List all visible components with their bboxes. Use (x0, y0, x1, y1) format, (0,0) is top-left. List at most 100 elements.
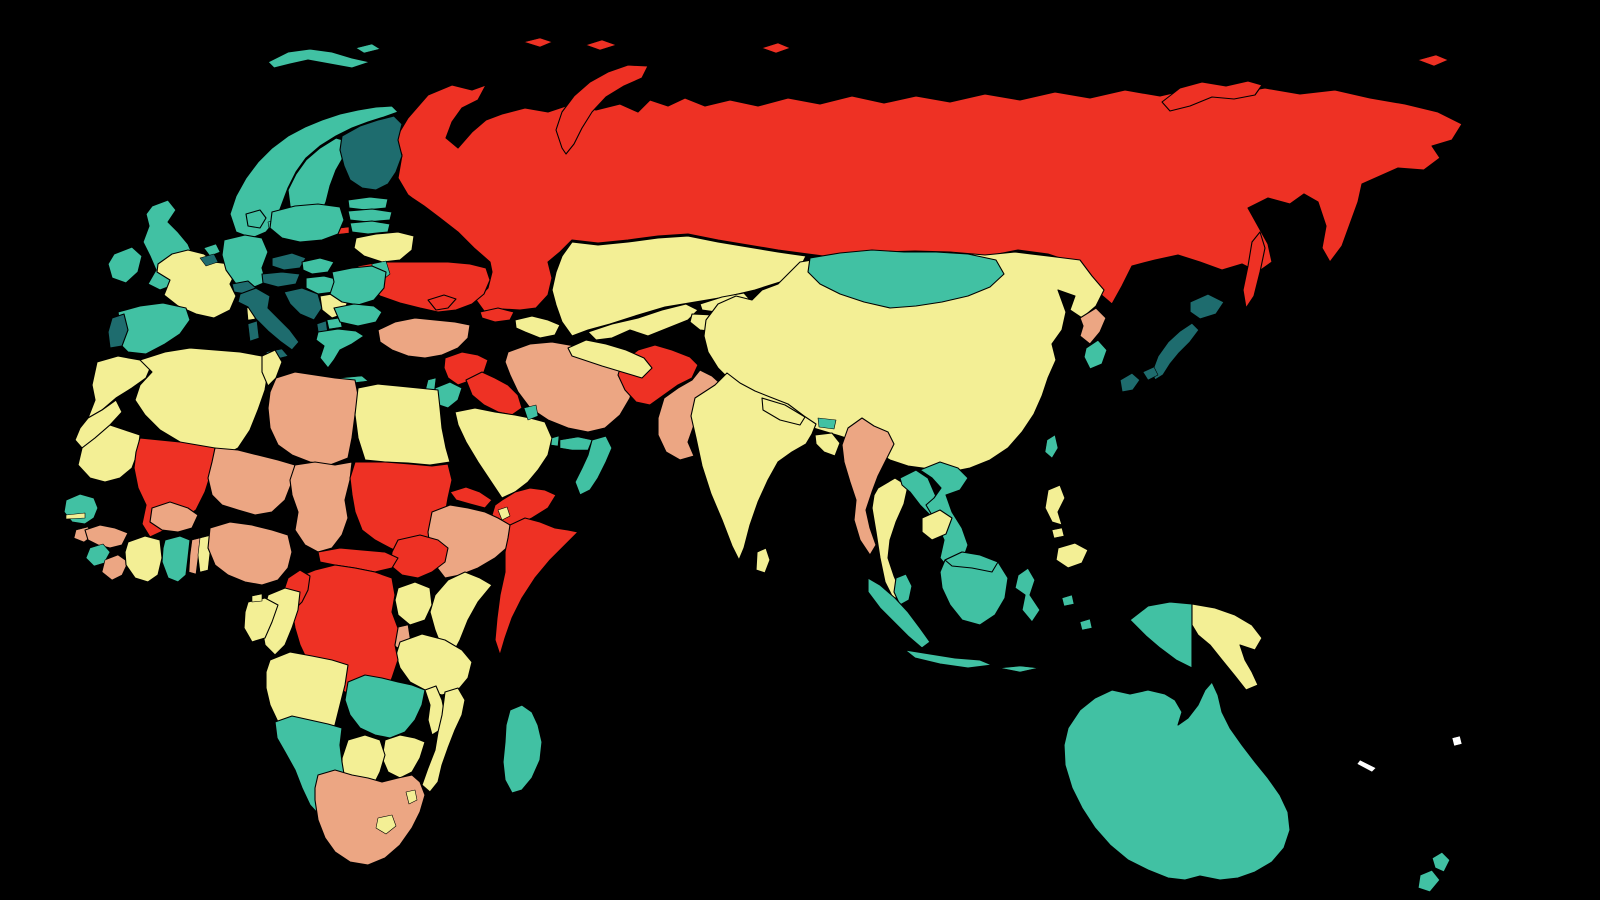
region-philippines-luzon (1044, 484, 1066, 526)
region-west-balkans (283, 287, 323, 321)
region-indonesia-moluccas-2 (1079, 618, 1093, 631)
region-severnaya-zemlya (761, 42, 791, 54)
region-denmark (245, 209, 267, 229)
region-liberia (101, 554, 129, 581)
region-nepal (761, 397, 806, 426)
region-portugal (107, 313, 129, 349)
region-slovakia (301, 257, 335, 275)
region-mongolia (807, 249, 1005, 309)
region-bangladesh (814, 432, 841, 457)
region-myanmar (841, 417, 895, 556)
region-eswatini (405, 789, 418, 805)
region-belgium (199, 253, 219, 267)
region-indonesia-west-papua (1129, 601, 1193, 669)
region-poland (269, 203, 345, 243)
region-estonia (347, 196, 389, 211)
region-wrangel (1417, 54, 1449, 67)
region-north-korea (1079, 307, 1107, 345)
region-turkmenistan (567, 339, 653, 379)
region-netherlands (203, 243, 221, 257)
region-new-caledonia (1356, 759, 1377, 773)
region-iraq (465, 371, 523, 416)
region-oman (574, 435, 613, 496)
region-somalia (494, 517, 579, 656)
region-japan-kyushu (1119, 372, 1141, 393)
region-ireland (107, 246, 143, 284)
region-equatorial-guinea (251, 593, 263, 603)
region-australia (1063, 681, 1291, 881)
region-morocco (87, 355, 153, 419)
region-uzbekistan (587, 303, 699, 341)
region-uae (559, 436, 593, 451)
region-crimea (427, 294, 457, 311)
region-central-african-republic (317, 547, 399, 573)
region-japan-shikoku (1142, 366, 1159, 381)
region-ghana (161, 535, 191, 583)
region-italy (237, 287, 300, 351)
region-qatar (550, 435, 560, 447)
region-north-macedonia (326, 317, 343, 330)
region-uganda (394, 581, 433, 626)
region-indonesia-moluccas-1 (1061, 594, 1075, 607)
region-belarus (353, 231, 415, 263)
region-japan-honshu (1151, 322, 1200, 381)
region-indonesia-sulawesi (1014, 567, 1041, 623)
region-svalbard (267, 48, 371, 69)
region-franz-josef-1 (523, 37, 553, 48)
region-zambia (344, 674, 426, 739)
region-new-siberian-islands (1161, 80, 1263, 112)
region-eritrea (449, 486, 493, 509)
region-taiwan (1044, 434, 1059, 459)
region-bhutan (817, 417, 837, 430)
region-egypt (354, 383, 451, 466)
region-papua-new-guinea (1191, 603, 1263, 691)
region-philippines-mindanao (1055, 542, 1089, 569)
region-norway (229, 105, 399, 239)
region-georgia (479, 307, 515, 323)
region-malaysia-borneo (944, 551, 999, 573)
region-gabon (243, 597, 279, 643)
region-kuwait (523, 404, 539, 421)
region-sardinia (247, 320, 260, 342)
region-lesotho (375, 814, 397, 835)
region-cambodia (921, 509, 953, 541)
region-libya (267, 371, 359, 466)
region-new-zealand-north (1431, 851, 1451, 873)
region-novaya-zemlya (555, 64, 649, 155)
region-algeria (134, 347, 269, 459)
region-kenya (429, 571, 493, 656)
region-guinea (84, 524, 129, 549)
region-chad (289, 461, 353, 553)
region-malaysia-peninsula (893, 573, 913, 606)
region-azerbaijan (514, 315, 561, 339)
region-greece (315, 328, 365, 369)
region-mozambique (421, 687, 466, 793)
region-gambia (65, 512, 86, 520)
region-zimbabwe (381, 734, 426, 779)
region-turkey (377, 317, 471, 359)
region-austria (261, 271, 301, 288)
region-south-africa (314, 769, 426, 866)
region-romania (329, 265, 387, 306)
region-djibouti (497, 506, 511, 521)
region-indonesia-lesser-sunda (999, 665, 1039, 673)
region-latvia (347, 208, 393, 223)
region-madagascar (502, 704, 543, 794)
region-sri-lanka (755, 547, 771, 574)
region-nigeria (207, 521, 293, 586)
region-indonesia-java (904, 649, 993, 669)
region-south-korea (1083, 339, 1108, 370)
region-sakhalin (1242, 231, 1266, 309)
region-indonesia-sumatra (867, 577, 931, 649)
region-svalbard-islet (355, 43, 381, 54)
region-czechia (271, 252, 307, 271)
region-yemen (491, 487, 557, 529)
region-philippines-visayas (1051, 527, 1065, 539)
region-saudi-arabia (454, 407, 553, 499)
region-niger (207, 447, 296, 516)
region-lithuania (349, 220, 391, 235)
region-new-zealand-south (1417, 869, 1441, 893)
region-france (156, 249, 237, 319)
region-fiji (1451, 735, 1463, 747)
